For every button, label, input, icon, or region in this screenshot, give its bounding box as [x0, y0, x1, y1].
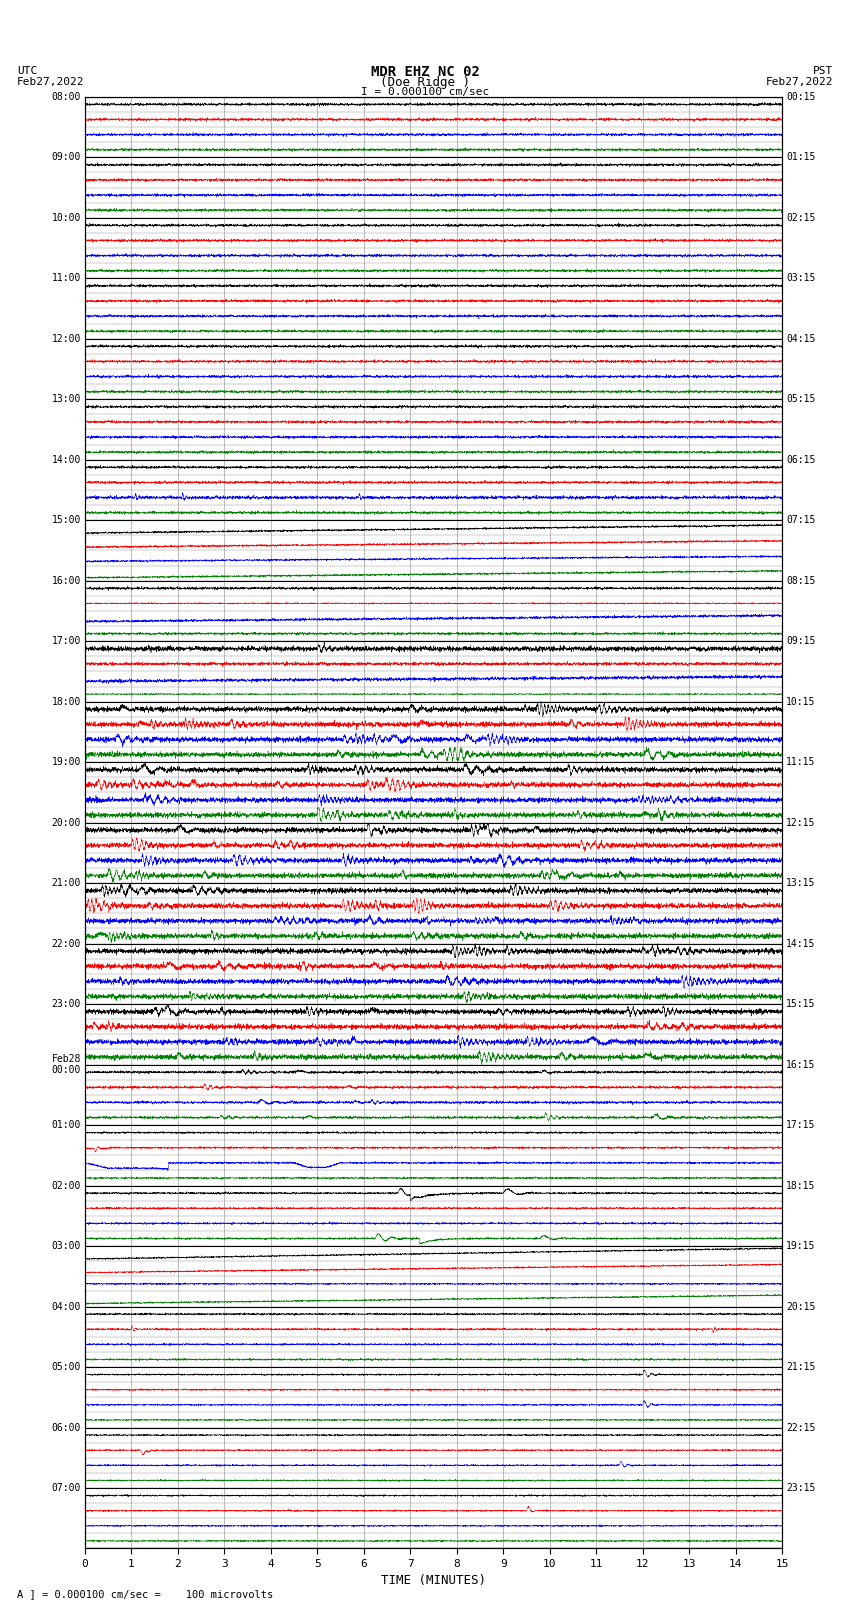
Text: A ] = 0.000100 cm/sec =    100 microvolts: A ] = 0.000100 cm/sec = 100 microvolts: [17, 1589, 273, 1598]
Text: PST: PST: [813, 66, 833, 76]
X-axis label: TIME (MINUTES): TIME (MINUTES): [381, 1574, 486, 1587]
Text: Feb27,2022: Feb27,2022: [17, 77, 84, 87]
Text: Feb27,2022: Feb27,2022: [766, 77, 833, 87]
Text: MDR EHZ NC 02: MDR EHZ NC 02: [371, 65, 479, 79]
Text: I = 0.000100 cm/sec: I = 0.000100 cm/sec: [361, 87, 489, 97]
Text: UTC: UTC: [17, 66, 37, 76]
Text: (Doe Ridge ): (Doe Ridge ): [380, 76, 470, 89]
